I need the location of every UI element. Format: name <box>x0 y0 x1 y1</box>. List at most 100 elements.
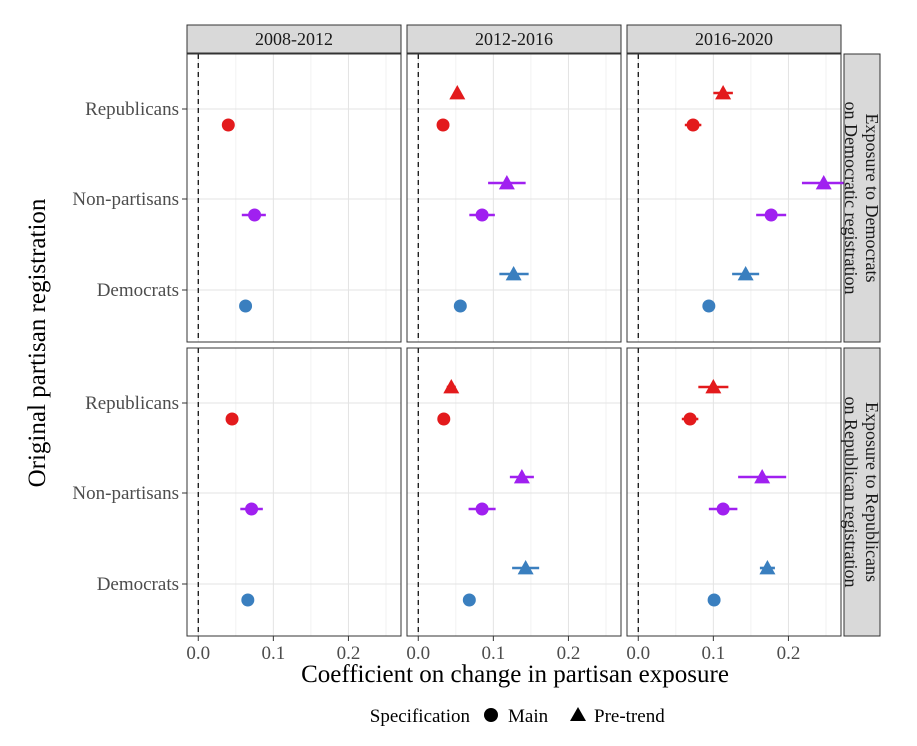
column-strip <box>186 24 402 54</box>
main-estimate-marker <box>436 118 450 132</box>
point-pre-trend-democrats <box>512 560 540 575</box>
panel-border <box>626 53 842 343</box>
legend: Specification Main Pre-trend <box>370 706 665 727</box>
point-pre-trend-non-partisans <box>488 175 526 190</box>
y-tick-label: Republicans <box>85 393 179 414</box>
legend-pretrend-label: Pre-trend <box>594 706 665 727</box>
pretrend-estimate-marker <box>705 379 722 394</box>
main-estimate-marker <box>245 502 259 516</box>
point-main-republicans <box>225 412 239 426</box>
x-tick-label: 0.2 <box>557 643 581 664</box>
y-tick-label: Democrats <box>97 280 179 301</box>
panels <box>186 53 846 637</box>
panel-border <box>186 347 402 637</box>
panel-r1-c1 <box>406 347 622 637</box>
column-strip <box>626 24 842 54</box>
pretrend-estimate-marker <box>737 266 754 281</box>
x-tick-label: 0.2 <box>337 643 361 664</box>
legend-main-circle-icon <box>484 708 498 722</box>
x-tick-label: 0.0 <box>186 643 210 664</box>
y-tick-label: Republicans <box>85 99 179 120</box>
x-tick-label: 0.1 <box>481 643 505 664</box>
y-axis-title: Original partisan registration <box>24 198 51 487</box>
column-strip-label: 2016-2020 <box>695 29 773 49</box>
pretrend-estimate-marker <box>443 379 460 394</box>
point-pre-trend-non-partisans <box>738 469 787 484</box>
point-pre-trend-non-partisans <box>509 469 534 484</box>
pretrend-estimate-marker <box>449 85 466 100</box>
legend-title: Specification <box>370 706 471 727</box>
pretrend-estimate-marker <box>715 85 732 100</box>
panel-r0-c2 <box>626 53 842 343</box>
x-tick-label: 0.1 <box>261 643 285 664</box>
main-estimate-marker <box>683 412 697 426</box>
point-main-democrats <box>702 299 716 313</box>
main-estimate-marker <box>686 118 700 132</box>
point-main-democrats <box>453 299 467 313</box>
point-pre-trend-republicans <box>698 379 729 394</box>
panel-r0-c0 <box>186 53 402 343</box>
main-estimate-marker <box>702 299 716 313</box>
point-main-republicans <box>221 118 235 132</box>
main-estimate-marker <box>241 593 255 607</box>
point-main-republicans <box>684 118 702 132</box>
main-estimate-marker <box>764 208 778 222</box>
pretrend-estimate-marker <box>759 560 776 575</box>
main-estimate-marker <box>453 299 467 313</box>
row-strip-label: Exposure to Republicanson Republican reg… <box>841 397 882 588</box>
main-estimate-marker <box>248 208 262 222</box>
pretrend-estimate-marker <box>517 560 534 575</box>
main-estimate-marker <box>475 208 489 222</box>
point-main-democrats <box>462 593 476 607</box>
point-pre-trend-republicans <box>443 379 460 394</box>
y-tick-label: Non-partisans <box>72 483 179 504</box>
point-main-non-partisans <box>469 208 495 222</box>
point-main-non-partisans <box>241 208 266 222</box>
point-pre-trend-democrats <box>732 266 760 281</box>
main-estimate-marker <box>221 118 235 132</box>
pretrend-estimate-marker <box>505 266 522 281</box>
y-tick-label: Democrats <box>97 574 179 595</box>
point-main-non-partisans <box>240 502 263 516</box>
point-main-republicans <box>436 118 450 132</box>
main-estimate-marker <box>475 502 489 516</box>
x-axis-title: Coefficient on change in partisan exposu… <box>301 661 729 688</box>
point-pre-trend-democrats <box>759 560 776 575</box>
point-main-non-partisans <box>708 502 738 516</box>
legend-main-label: Main <box>508 706 549 727</box>
main-estimate-marker <box>707 593 721 607</box>
panel-r0-c1 <box>406 53 622 343</box>
point-main-democrats <box>239 299 253 313</box>
column-strip-label: 2012-2016 <box>475 29 553 49</box>
point-pre-trend-democrats <box>499 266 529 281</box>
point-main-republicans <box>437 412 451 426</box>
point-pre-trend-republicans <box>449 85 466 100</box>
point-main-republicans <box>681 412 699 426</box>
pretrend-estimate-marker <box>498 175 515 190</box>
column-strip-label: 2008-2012 <box>255 29 333 49</box>
y-tick-label: Non-partisans <box>72 189 179 210</box>
main-estimate-marker <box>716 502 730 516</box>
pretrend-estimate-marker <box>754 469 771 484</box>
panel-border <box>406 347 622 637</box>
main-estimate-marker <box>437 412 451 426</box>
point-main-democrats <box>707 593 721 607</box>
point-pre-trend-republicans <box>713 85 733 100</box>
axes: Republicans Non-partisans Democrats Republi… <box>72 99 800 664</box>
panel-r1-c2 <box>626 347 842 637</box>
facet-strips: 2008-2012 2012-2016 2016-2020 Exposure to D… <box>186 24 882 637</box>
panel-r1-c0 <box>186 347 402 637</box>
x-tick-label: 0.2 <box>777 643 801 664</box>
main-estimate-marker <box>225 412 239 426</box>
point-main-democrats <box>241 593 255 607</box>
main-estimate-marker <box>239 299 253 313</box>
column-strip <box>406 24 622 54</box>
x-tick-label: 0.0 <box>406 643 430 664</box>
point-main-non-partisans <box>756 208 787 222</box>
row-strip-label: Exposure to Democratson Democratic regis… <box>841 102 882 295</box>
legend-pretrend-triangle-icon <box>570 707 586 721</box>
pretrend-estimate-marker <box>815 175 832 190</box>
main-estimate-marker <box>462 593 476 607</box>
panel-border <box>626 347 842 637</box>
